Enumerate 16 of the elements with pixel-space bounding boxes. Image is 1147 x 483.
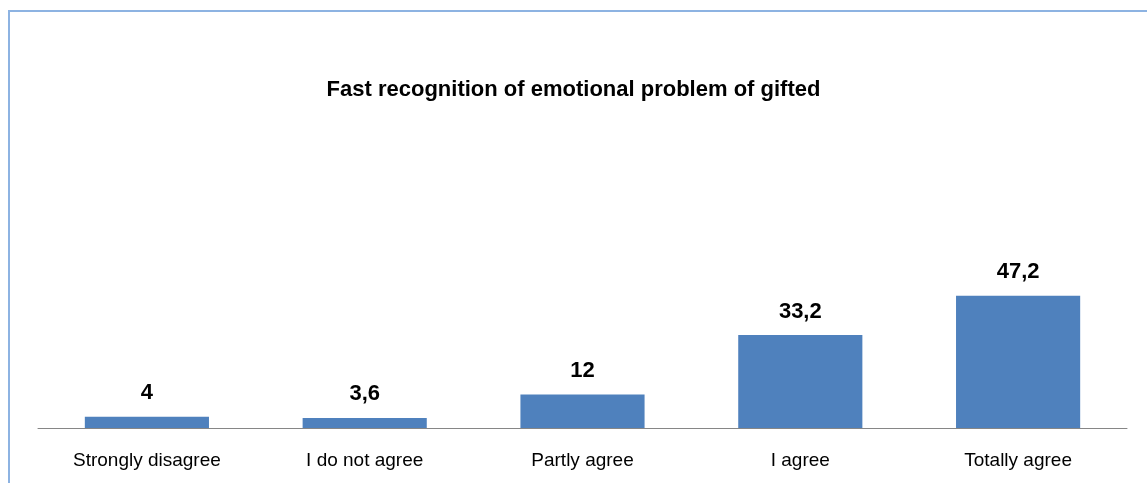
chart-title: Fast recognition of emotional problem of gifted	[326, 75, 821, 101]
data-label: 47,2	[996, 258, 1040, 284]
bar	[956, 295, 1081, 428]
data-label: 3,6	[349, 380, 380, 406]
x-tick-label: I agree	[770, 449, 830, 470]
bar	[302, 417, 427, 428]
x-tick-label: Strongly disagree	[72, 449, 221, 470]
data-label: 33,2	[778, 297, 822, 323]
x-tick-label: Totally agree	[964, 449, 1072, 470]
data-label: 12	[570, 356, 595, 382]
bar	[520, 394, 645, 428]
bar	[738, 335, 863, 428]
x-tick-label: Partly agree	[531, 449, 634, 470]
data-label: 4	[140, 379, 154, 405]
x-tick-label: I do not agree	[306, 449, 424, 470]
bar	[84, 416, 209, 428]
